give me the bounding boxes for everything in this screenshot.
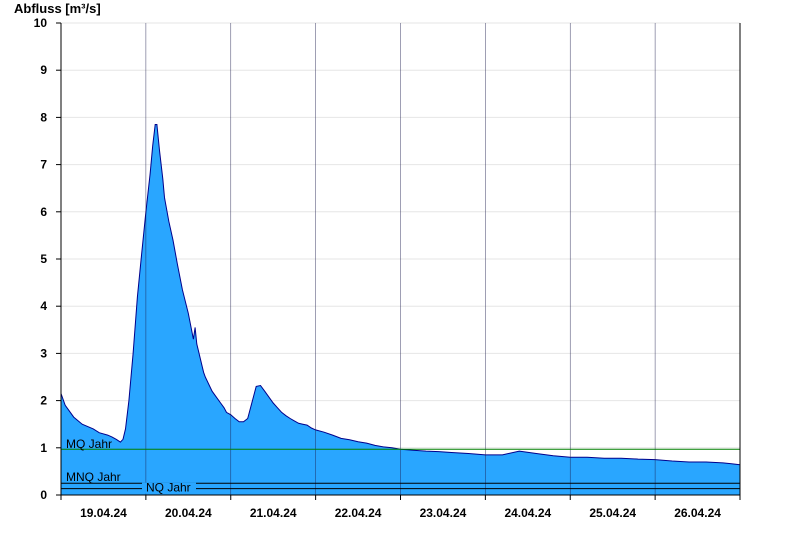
y-tick-label: 2 [40, 394, 47, 408]
nq-label: NQ Jahr [146, 481, 191, 495]
y-tick-labels: 0 1 2 3 4 5 6 7 8 9 10 [34, 16, 61, 502]
x-tick-label: 19.04.24 [80, 506, 127, 520]
y-tick-label: 7 [40, 158, 47, 172]
y-tick-label: 6 [40, 205, 47, 219]
x-tick-labels: 19.04.24 20.04.24 21.04.24 22.04.24 23.04.24… [60, 495, 741, 520]
y-tick-label: 4 [40, 299, 47, 313]
x-tick-label: 23.04.24 [420, 506, 467, 520]
y-tick-label: 1 [40, 441, 47, 455]
y-tick-label: 0 [40, 488, 47, 502]
discharge-area [61, 124, 740, 495]
x-tick-label: 22.04.24 [335, 506, 382, 520]
x-tick-label: 24.04.24 [504, 506, 551, 520]
mq-label: MQ Jahr [66, 437, 112, 451]
discharge-line [60, 124, 741, 466]
x-tick-label: 20.04.24 [165, 506, 212, 520]
y-axis-title: Abfluss [m³/s] [14, 1, 101, 16]
x-tick-label: 26.04.24 [674, 506, 721, 520]
reference-lines: MQ Jahr MNQ Jahr NQ Jahr [61, 437, 740, 495]
y-tick-label: 3 [40, 346, 47, 360]
nq-label-bg [142, 482, 196, 494]
x-tick-label: 25.04.24 [589, 506, 636, 520]
day-divider-lines [145, 23, 656, 495]
mnq-label: MNQ Jahr [66, 470, 121, 484]
y-tick-label: 10 [34, 16, 48, 30]
area-layer [60, 124, 741, 495]
y-tick-label: 9 [40, 63, 47, 77]
y-tick-label: 8 [40, 110, 47, 124]
x-tick-label: 21.04.24 [250, 506, 297, 520]
y-tick-label: 5 [40, 252, 47, 266]
